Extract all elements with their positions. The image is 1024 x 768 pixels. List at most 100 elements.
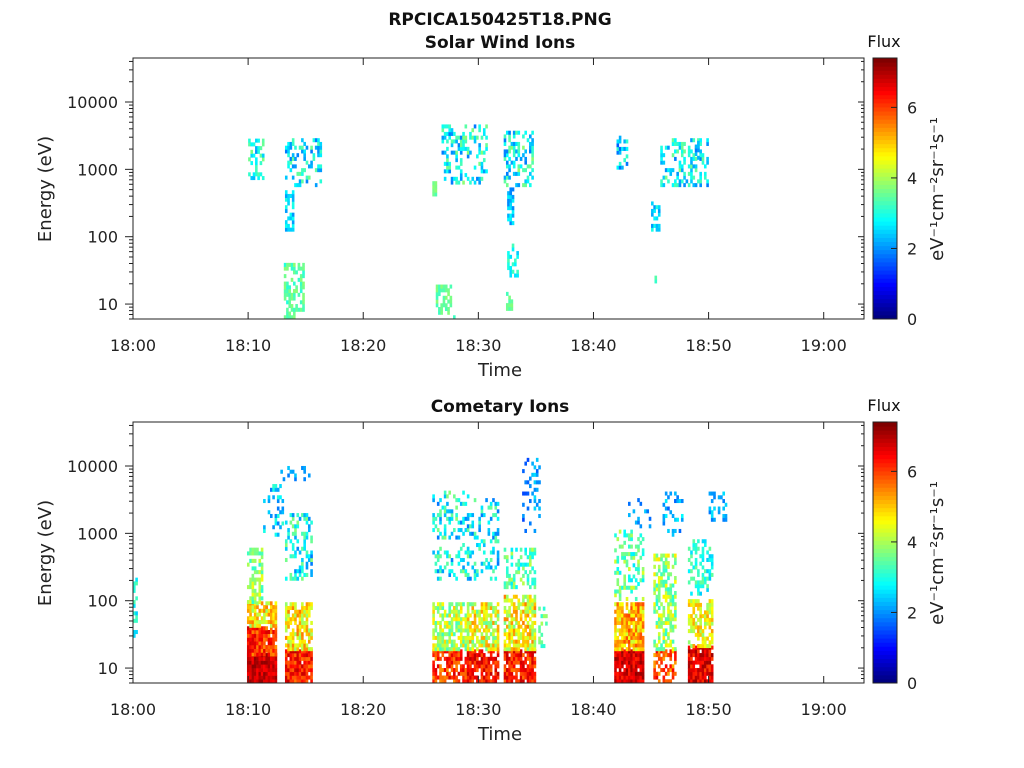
heatmap-cell (660, 179, 663, 184)
heatmap-cell (517, 183, 521, 188)
heatmap-cell (462, 628, 465, 633)
heatmap-cell (703, 580, 707, 585)
heatmap-cell (618, 165, 622, 170)
heatmap-cell (667, 643, 670, 648)
heatmap-cell (455, 613, 458, 618)
panel-cometary: Cometary Ions 18:00 18:10 18:20 18:30 18:40 1… (35, 396, 948, 745)
heatmap-cell (438, 310, 441, 315)
heatmap-cell (279, 510, 282, 515)
heatmap-cell (494, 576, 498, 581)
heatmap-cell (314, 145, 318, 150)
heatmap-cell (690, 602, 693, 607)
heatmap-cell (291, 602, 295, 607)
heatmap-cell (496, 602, 500, 607)
heatmap-cell (459, 557, 463, 563)
heatmap-cell (618, 664, 622, 669)
heatmap-cell (703, 653, 707, 658)
heatmap-cell (317, 141, 320, 146)
colorbar-swatch (873, 298, 897, 304)
heatmap-cell (616, 656, 620, 661)
heatmap-cell (505, 613, 509, 618)
colorbar-swatch (873, 184, 897, 189)
heatmap-cell (287, 635, 290, 640)
heatmap-cell (637, 624, 640, 629)
heatmap-cell (496, 550, 500, 555)
heatmap-cell (258, 600, 262, 605)
heatmap-cell (690, 591, 693, 596)
heatmap-cell (614, 668, 617, 673)
heatmap-cell (450, 668, 454, 673)
heatmap-cell (480, 679, 484, 684)
heatmap-cell (531, 632, 534, 637)
heatmap-cell (614, 649, 617, 654)
heatmap-cell (441, 632, 445, 637)
heatmap-cell (630, 537, 633, 542)
plot-background (133, 58, 864, 319)
heatmap-cell (436, 647, 440, 652)
heatmap-cell (676, 141, 679, 146)
heatmap-cell (269, 668, 273, 673)
heatmap-cell (531, 555, 534, 560)
heatmap-cell (305, 554, 309, 559)
heatmap-cell (699, 606, 702, 611)
heatmap-cell (441, 653, 445, 658)
heatmap-cell (274, 608, 278, 613)
heatmap-cell (701, 539, 705, 544)
heatmap-cell (260, 608, 264, 613)
heatmap-cell (524, 130, 527, 135)
colorbar-swatch (873, 536, 897, 541)
heatmap-cell (653, 208, 656, 213)
heatmap-cell (526, 647, 530, 652)
heatmap-cell (455, 498, 458, 503)
heatmap-cell (657, 590, 661, 596)
heatmap-cell (482, 635, 486, 640)
heatmap-cell (459, 635, 463, 640)
heatmap-cell (281, 499, 285, 504)
colorbar-swatch (873, 245, 897, 251)
heatmap-cell (450, 643, 454, 648)
heatmap-cell (628, 609, 631, 614)
heatmap-cell (701, 557, 705, 562)
colorbar-swatch (873, 479, 897, 484)
heatmap-cell (314, 183, 318, 188)
heatmap-cell (630, 656, 633, 661)
heatmap-cell (287, 193, 290, 198)
colorbar-swatch (873, 94, 897, 100)
heatmap-cell (632, 585, 636, 590)
heatmap-cell (639, 613, 643, 618)
heatmap-cell (616, 675, 620, 680)
heatmap-cell (296, 569, 300, 574)
heatmap-cell (669, 613, 673, 618)
heatmap-cell (637, 609, 640, 614)
heatmap-cell (662, 675, 666, 680)
heatmap-cell (519, 660, 523, 665)
heatmap-cell (263, 644, 266, 650)
heatmap-cell (706, 671, 709, 676)
heatmap-cell (529, 656, 532, 661)
heatmap-cell (294, 643, 297, 648)
heatmap-cell (442, 303, 446, 308)
heatmap-cell (526, 577, 530, 582)
heatmap-cell (618, 585, 622, 590)
heatmap-cell (299, 266, 303, 271)
heatmap-cell (444, 288, 448, 293)
heatmap-cell (639, 501, 643, 506)
heatmap-cell (526, 656, 530, 661)
heatmap-cell (690, 164, 693, 169)
heatmap-cell (261, 153, 265, 158)
colorbar-swatch (873, 601, 897, 607)
heatmap-cell (630, 555, 633, 560)
heatmap-cell (667, 671, 670, 676)
heatmap-cell (291, 649, 295, 654)
heatmap-cell (683, 160, 686, 165)
heatmap-cell (249, 641, 252, 646)
heatmap-cell (690, 617, 693, 622)
heatmap-cell (522, 513, 525, 519)
heatmap-cell (450, 128, 454, 133)
heatmap-cell (662, 647, 666, 652)
heatmap-cell (307, 628, 311, 633)
heatmap-cell (505, 153, 509, 158)
colorbar-tick-label: 2 (907, 603, 917, 622)
heatmap-cell (639, 679, 643, 684)
